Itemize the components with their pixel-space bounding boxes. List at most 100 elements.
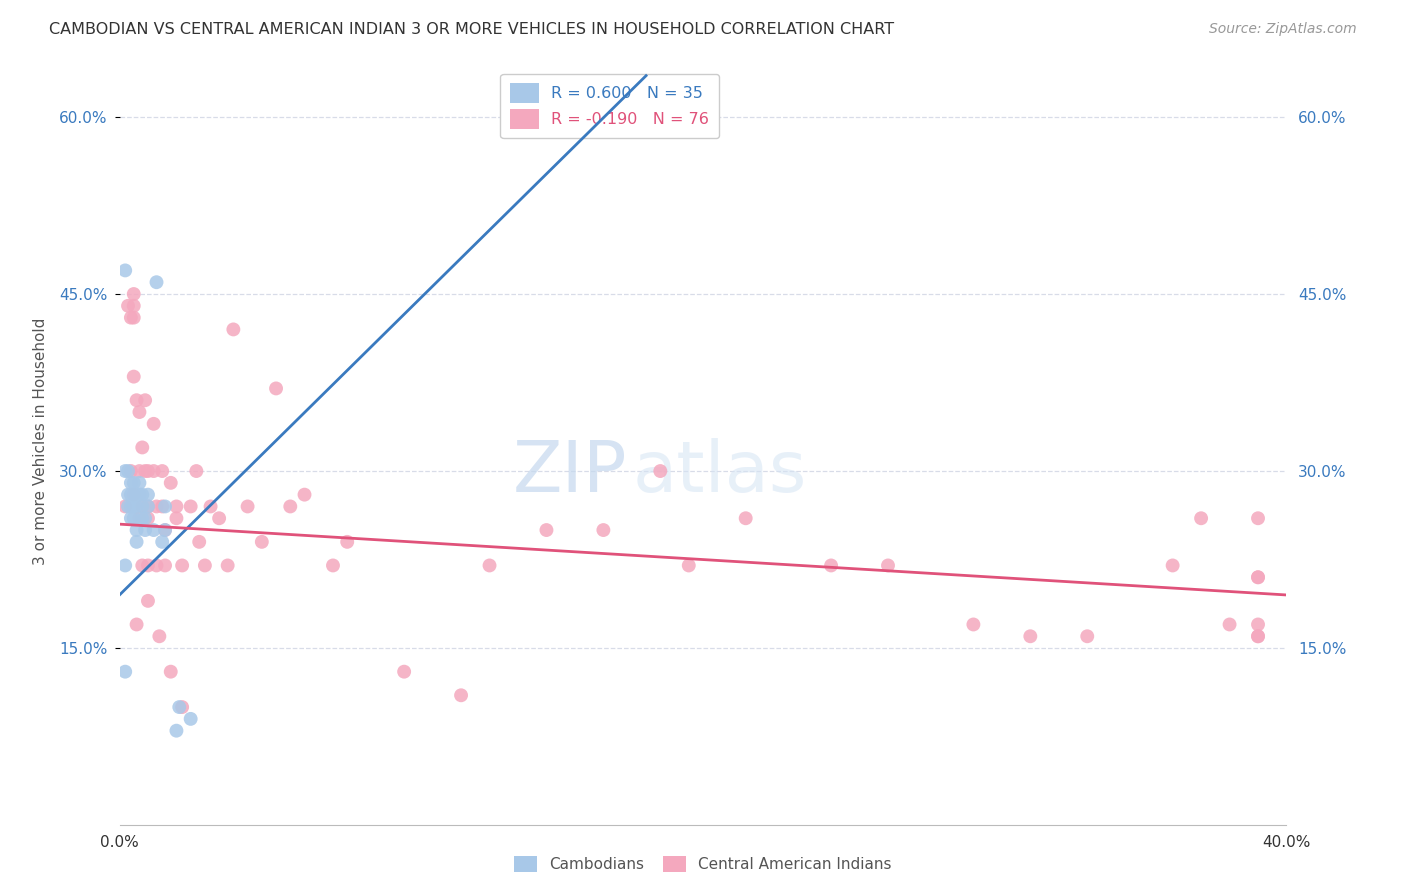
- Point: [1247, 570, 1270, 584]
- Point: [122, 310, 145, 325]
- Text: CAMBODIAN VS CENTRAL AMERICAN INDIAN 3 OR MORE VEHICLES IN HOUSEHOLD CORRELATION: CAMBODIAN VS CENTRAL AMERICAN INDIAN 3 O…: [49, 22, 894, 37]
- Point: [142, 464, 165, 478]
- Legend: Cambodians, Central American Indians: Cambodians, Central American Indians: [506, 848, 900, 880]
- Point: [678, 558, 700, 573]
- Point: [136, 594, 159, 608]
- Point: [117, 488, 139, 502]
- Point: [128, 464, 150, 478]
- Point: [114, 500, 136, 514]
- Point: [734, 511, 756, 525]
- Point: [114, 464, 136, 478]
- Point: [153, 523, 176, 537]
- Point: [1247, 629, 1270, 643]
- Point: [128, 475, 150, 490]
- Point: [150, 464, 173, 478]
- Point: [322, 558, 344, 573]
- Point: [217, 558, 239, 573]
- Point: [114, 558, 136, 573]
- Point: [159, 665, 181, 679]
- Point: [131, 500, 153, 514]
- Point: [650, 464, 672, 478]
- Point: [145, 558, 167, 573]
- Point: [450, 688, 472, 702]
- Point: [150, 534, 173, 549]
- Point: [131, 500, 153, 514]
- Point: [250, 534, 273, 549]
- Text: Source: ZipAtlas.com: Source: ZipAtlas.com: [1209, 22, 1357, 37]
- Point: [114, 263, 136, 277]
- Point: [169, 700, 191, 714]
- Point: [117, 299, 139, 313]
- Point: [125, 523, 148, 537]
- Point: [120, 310, 142, 325]
- Point: [120, 475, 142, 490]
- Point: [153, 523, 176, 537]
- Point: [117, 464, 139, 478]
- Point: [148, 629, 170, 643]
- Point: [117, 500, 139, 514]
- Point: [131, 511, 153, 525]
- Point: [136, 500, 159, 514]
- Point: [172, 700, 194, 714]
- Point: [131, 441, 153, 455]
- Point: [200, 500, 222, 514]
- Point: [165, 723, 187, 738]
- Point: [136, 488, 159, 502]
- Point: [145, 500, 167, 514]
- Point: [278, 500, 301, 514]
- Point: [136, 511, 159, 525]
- Point: [136, 558, 159, 573]
- Point: [125, 534, 148, 549]
- Point: [134, 393, 156, 408]
- Point: [125, 393, 148, 408]
- Point: [294, 488, 316, 502]
- Point: [820, 558, 842, 573]
- Point: [208, 511, 231, 525]
- Point: [153, 558, 176, 573]
- Point: [222, 322, 245, 336]
- Point: [1247, 570, 1270, 584]
- Point: [136, 464, 159, 478]
- Point: [1019, 629, 1042, 643]
- Text: ZIP: ZIP: [513, 438, 627, 507]
- Point: [536, 523, 558, 537]
- Point: [122, 287, 145, 301]
- Point: [165, 500, 187, 514]
- Point: [134, 511, 156, 525]
- Point: [962, 617, 984, 632]
- Point: [478, 558, 501, 573]
- Point: [142, 523, 165, 537]
- Point: [122, 511, 145, 525]
- Point: [145, 275, 167, 289]
- Point: [125, 488, 148, 502]
- Point: [134, 523, 156, 537]
- Point: [122, 369, 145, 384]
- Point: [122, 488, 145, 502]
- Legend: R = 0.600   N = 35, R = -0.190   N = 76: R = 0.600 N = 35, R = -0.190 N = 76: [501, 74, 718, 138]
- Point: [264, 381, 287, 395]
- Point: [114, 665, 136, 679]
- Point: [142, 417, 165, 431]
- Point: [592, 523, 614, 537]
- Point: [128, 488, 150, 502]
- Point: [131, 558, 153, 573]
- Point: [188, 534, 211, 549]
- Point: [122, 475, 145, 490]
- Point: [128, 405, 150, 419]
- Point: [159, 475, 181, 490]
- Point: [1247, 617, 1270, 632]
- Point: [120, 488, 142, 502]
- Point: [1076, 629, 1098, 643]
- Point: [236, 500, 259, 514]
- Point: [120, 464, 142, 478]
- Point: [120, 511, 142, 525]
- Point: [125, 617, 148, 632]
- Point: [1219, 617, 1241, 632]
- Y-axis label: 3 or more Vehicles in Household: 3 or more Vehicles in Household: [34, 318, 48, 566]
- Point: [153, 500, 176, 514]
- Point: [877, 558, 900, 573]
- Point: [122, 299, 145, 313]
- Point: [1247, 629, 1270, 643]
- Point: [120, 500, 142, 514]
- Point: [134, 464, 156, 478]
